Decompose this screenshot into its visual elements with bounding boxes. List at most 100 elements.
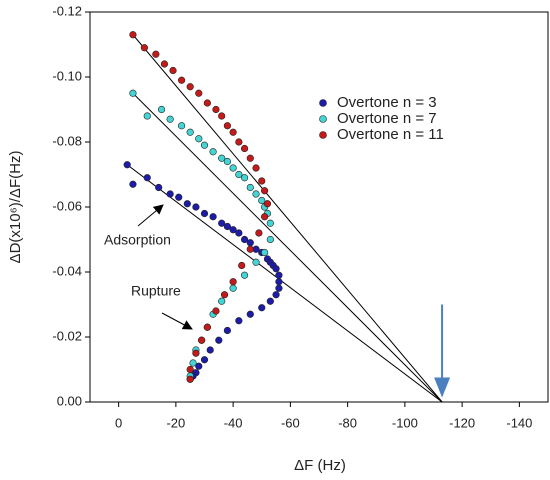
point xyxy=(272,291,280,299)
fit-line xyxy=(132,34,443,403)
y-tick-label: -0.08 xyxy=(52,133,82,148)
point xyxy=(240,174,249,182)
legend-label: Overtone n = 7 xyxy=(337,110,437,127)
point xyxy=(152,50,160,58)
point xyxy=(129,180,137,188)
point xyxy=(166,190,174,198)
point xyxy=(212,105,220,114)
point xyxy=(252,190,260,198)
x-tick-label: -60 xyxy=(281,415,300,430)
point xyxy=(186,128,194,136)
legend-marker xyxy=(319,99,327,107)
point xyxy=(223,157,231,166)
point xyxy=(192,203,200,211)
point xyxy=(240,235,249,244)
point xyxy=(229,226,237,234)
point xyxy=(143,112,151,120)
point xyxy=(206,346,214,354)
y-tick-label: -0.10 xyxy=(52,68,82,83)
point xyxy=(200,209,209,218)
point xyxy=(178,76,186,84)
point xyxy=(175,193,183,201)
point xyxy=(166,115,174,123)
plot-frame xyxy=(89,11,549,403)
point xyxy=(157,105,166,114)
point xyxy=(209,148,217,156)
point xyxy=(261,213,269,221)
point xyxy=(218,112,226,120)
point xyxy=(200,141,209,149)
point xyxy=(229,128,237,136)
point xyxy=(246,154,254,162)
point xyxy=(266,235,274,244)
point xyxy=(186,83,194,91)
point xyxy=(258,196,266,205)
point xyxy=(129,31,137,39)
point xyxy=(212,307,220,315)
point xyxy=(203,323,211,331)
point xyxy=(246,310,254,318)
point xyxy=(252,164,260,172)
point xyxy=(140,44,148,52)
point xyxy=(192,349,200,357)
y-tick-label: 0.00 xyxy=(57,393,82,408)
point xyxy=(240,271,249,279)
x-tick-label: -40 xyxy=(224,415,243,430)
point xyxy=(258,304,266,312)
point xyxy=(235,317,243,325)
point xyxy=(275,278,283,286)
point xyxy=(198,336,206,344)
point xyxy=(263,200,272,208)
point xyxy=(195,89,203,97)
fit-line xyxy=(132,92,443,403)
point xyxy=(160,60,169,68)
point xyxy=(129,89,137,97)
point xyxy=(261,187,269,195)
annotation-arrow xyxy=(137,204,164,227)
point xyxy=(252,258,260,266)
point xyxy=(186,365,194,374)
point xyxy=(218,297,226,305)
point xyxy=(155,183,163,192)
point xyxy=(235,229,243,237)
x-tick-label: -20 xyxy=(166,415,185,430)
x-tick-label: 0 xyxy=(115,415,122,430)
x-tick-label: -140 xyxy=(506,415,532,430)
x-tick-label: -80 xyxy=(338,415,357,430)
point xyxy=(246,245,254,253)
legend-marker xyxy=(319,115,327,123)
point xyxy=(272,265,280,273)
point xyxy=(203,99,211,107)
point xyxy=(200,356,209,364)
point xyxy=(209,213,217,221)
point xyxy=(223,122,231,130)
point xyxy=(218,219,226,227)
x-axis-label: ΔF (Hz) xyxy=(294,457,346,474)
point xyxy=(266,219,274,227)
point xyxy=(218,154,226,162)
legend-label: Overtone n = 11 xyxy=(337,126,444,143)
y-axis-label: ΔD(x10⁶)/ΔF(Hz) xyxy=(7,151,24,264)
point xyxy=(123,161,131,169)
point xyxy=(195,135,203,143)
point xyxy=(235,170,243,179)
point xyxy=(186,375,194,383)
y-tick-label: -0.04 xyxy=(52,263,82,278)
point xyxy=(189,359,197,367)
point xyxy=(238,261,246,270)
point xyxy=(255,229,263,237)
x-tick-label: -120 xyxy=(449,415,475,430)
point xyxy=(229,164,237,172)
point xyxy=(215,336,223,344)
point xyxy=(240,144,249,153)
point xyxy=(261,248,269,257)
point xyxy=(275,271,283,279)
point xyxy=(223,222,231,231)
point xyxy=(258,177,266,185)
legend-marker xyxy=(319,131,327,139)
point xyxy=(143,174,151,182)
point xyxy=(229,278,237,286)
point xyxy=(235,138,243,146)
point xyxy=(195,362,203,370)
